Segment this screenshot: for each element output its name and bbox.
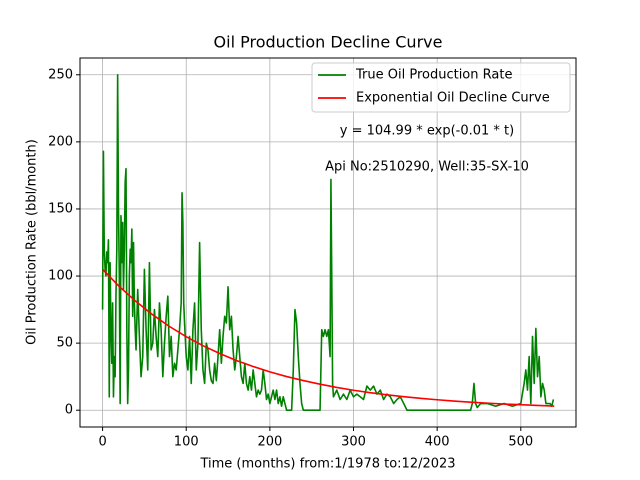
y-tick-label: 0 bbox=[65, 403, 73, 418]
y-tick-label: 250 bbox=[48, 67, 73, 82]
annotation: Api No:2510290, Well:35-SX-10 bbox=[325, 160, 529, 175]
x-tick-label: 500 bbox=[508, 435, 533, 450]
legend-label: True Oil Production Rate bbox=[355, 68, 512, 83]
y-tick-label: 150 bbox=[48, 201, 73, 216]
plot-area bbox=[80, 58, 576, 427]
x-tick-label: 200 bbox=[257, 435, 282, 450]
x-tick-label: 100 bbox=[174, 435, 199, 450]
data-line bbox=[102, 268, 555, 407]
chart-title: Oil Production Decline Curve bbox=[214, 33, 443, 52]
y-tick-label: 100 bbox=[48, 269, 73, 284]
x-tick-label: 400 bbox=[425, 435, 450, 450]
legend-label: Exponential Oil Decline Curve bbox=[356, 91, 550, 106]
y-axis-label: Oil Production Rate (bbl/month) bbox=[25, 139, 40, 345]
y-tick-label: 200 bbox=[48, 134, 73, 149]
y-tick-label: 50 bbox=[56, 336, 73, 351]
x-axis-label: Time (months) from:1/1978 to:12/2023 bbox=[199, 457, 455, 472]
legend-box bbox=[311, 62, 571, 113]
x-tick-label: 0 bbox=[98, 435, 106, 450]
axes-frame bbox=[79, 57, 577, 428]
annotation: y = 104.99 * exp(-0.01 * t) bbox=[340, 124, 514, 139]
x-tick-label: 300 bbox=[341, 435, 366, 450]
